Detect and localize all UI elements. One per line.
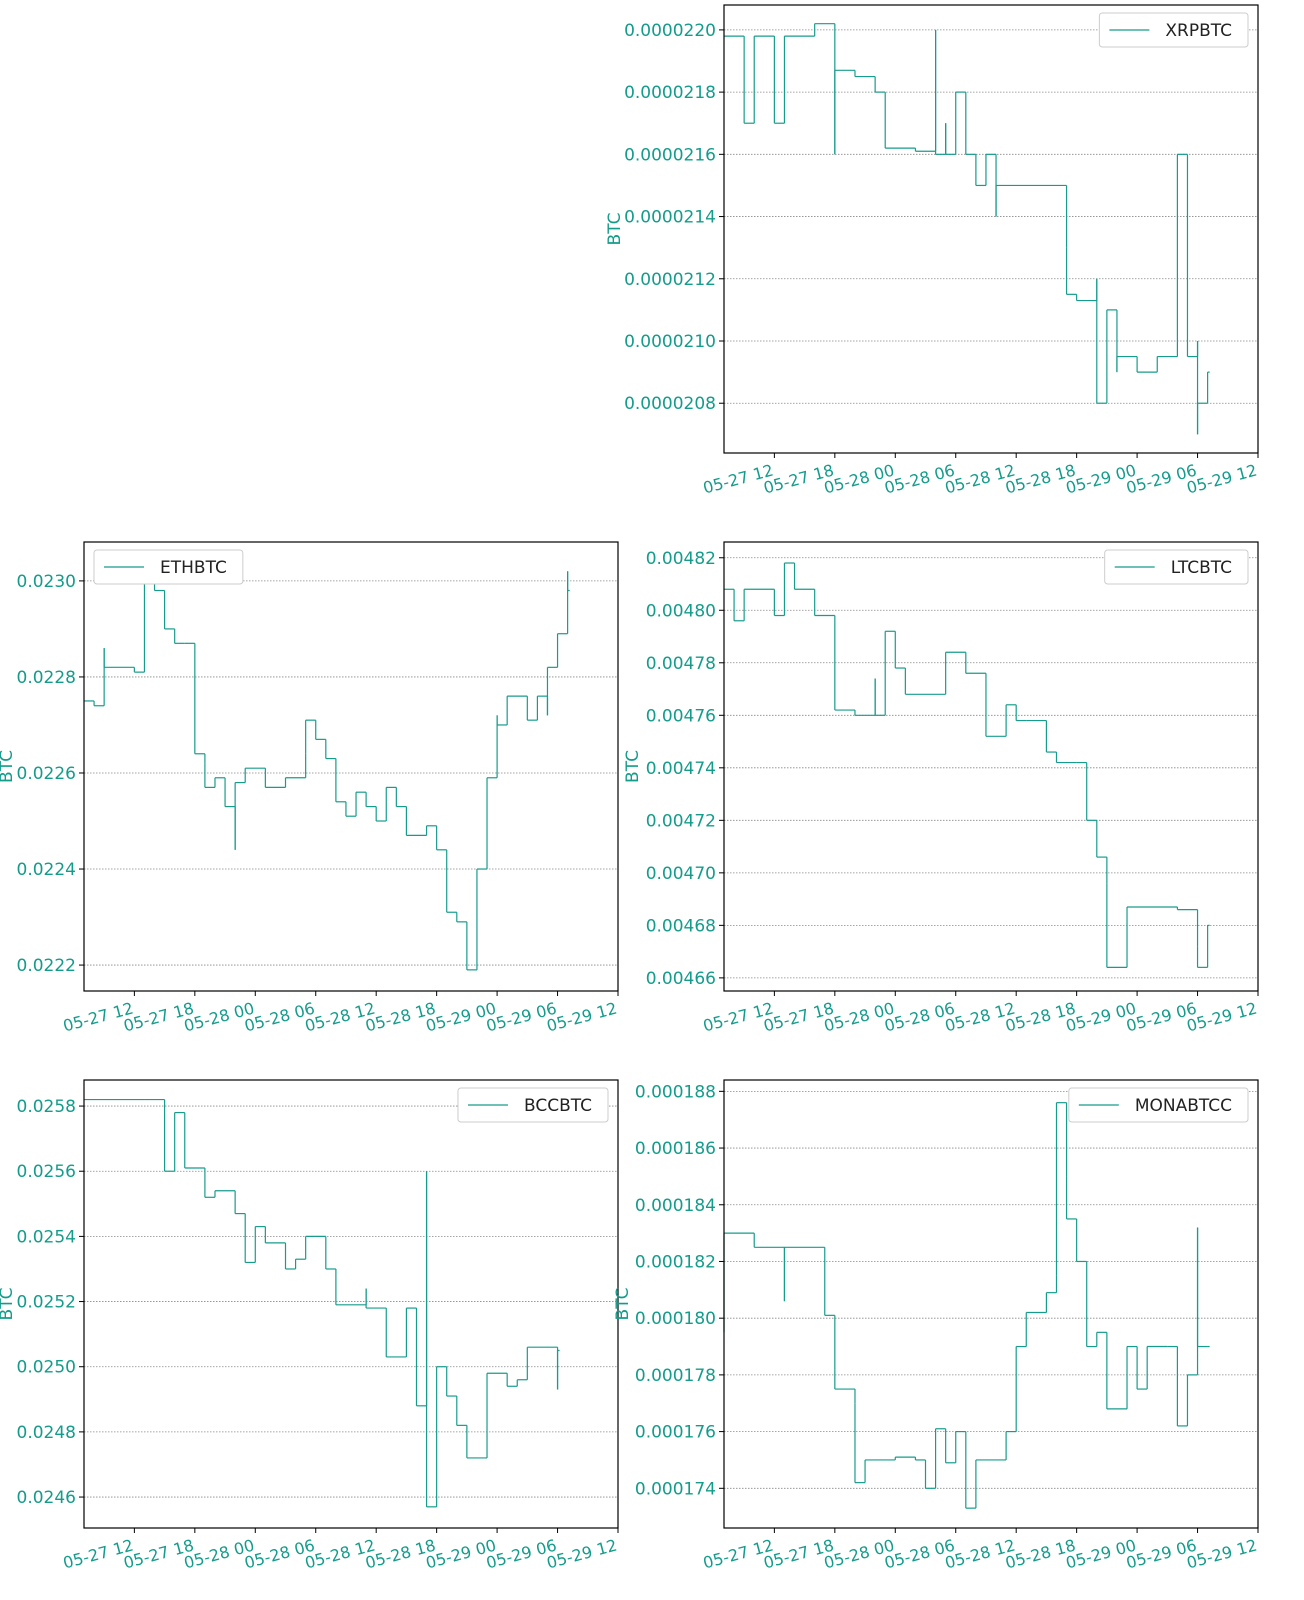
plot-area: 0.0246 0.0248 0.0250 0.0252 0.0254 0.0256 0.02…: [0, 1079, 619, 1573]
y-tick-label: 0.0230: [17, 572, 76, 592]
legend: XRPBTC: [1098, 12, 1249, 48]
y-tick-label: 0.0226: [17, 764, 76, 784]
y-axis-label: BTC: [0, 750, 17, 783]
legend-box: [1104, 549, 1249, 585]
legend-box: [457, 1087, 609, 1123]
y-tick-label: 0.0258: [17, 1097, 76, 1117]
y-tick-label: 0.0246: [17, 1488, 76, 1508]
plot-frame: [723, 541, 1259, 992]
y-tick-label: 0.00472: [646, 811, 716, 831]
legend-box: [1098, 12, 1249, 48]
y-tick-label: 0.000188: [635, 1082, 716, 1102]
x-tick-label: 05-29 12: [1185, 999, 1259, 1036]
y-tick-label: 0.00478: [646, 654, 716, 674]
y-axis-label: BTC: [605, 213, 625, 246]
x-tick-label: 05-29 12: [1185, 1536, 1259, 1573]
y-tick-label: 0.00470: [646, 864, 716, 884]
legend-box: [93, 549, 244, 585]
y-axis-label: BTC: [613, 1288, 633, 1321]
y-tick-label: 0.00474: [646, 759, 716, 779]
plot-area: 0.000174 0.000176 0.000178 0.000180 0.000182…: [613, 1079, 1259, 1573]
y-tick-label: 0.0224: [17, 860, 76, 880]
x-tick-label: 05-29 12: [545, 999, 619, 1036]
y-tick-label: 0.000174: [635, 1479, 716, 1499]
legend: ETHBTC: [93, 549, 244, 585]
legend-box: [1068, 1087, 1249, 1123]
y-tick-label: 0.0000220: [624, 21, 716, 41]
legend: MONABTCC: [1068, 1087, 1249, 1123]
y-tick-label: 0.0000212: [624, 270, 716, 290]
y-tick-label: 0.0000216: [624, 145, 716, 165]
legend-label: BCCBTC: [524, 1096, 592, 1116]
legend-label: ETHBTC: [160, 558, 227, 578]
legend-label: LTCBTC: [1171, 558, 1232, 578]
y-axis-label: BTC: [623, 750, 643, 783]
plot-frame: [723, 4, 1259, 454]
plot-frame: [83, 1079, 619, 1529]
legend-label: XRPBTC: [1165, 21, 1232, 41]
y-tick-label: 0.0000218: [624, 83, 716, 103]
legend: LTCBTC: [1104, 549, 1249, 585]
y-tick-label: 0.0250: [17, 1358, 76, 1378]
legend: BCCBTC: [457, 1087, 609, 1123]
y-tick-label: 0.0248: [17, 1423, 76, 1443]
plot-area: 0.0000208 0.0000210 0.0000212 0.0000214 0.00…: [605, 4, 1259, 498]
y-axis-label: BTC: [0, 1288, 17, 1321]
y-tick-label: 0.0228: [17, 668, 76, 688]
y-tick-label: 0.0000214: [624, 208, 716, 228]
y-tick-label: 0.0256: [17, 1162, 76, 1182]
y-tick-label: 0.000184: [635, 1196, 716, 1216]
y-tick-label: 0.000182: [635, 1252, 716, 1272]
y-tick-label: 0.000180: [635, 1309, 716, 1329]
y-tick-label: 0.000176: [635, 1423, 716, 1443]
y-tick-label: 0.00476: [646, 706, 716, 726]
y-tick-label: 0.0252: [17, 1293, 76, 1313]
y-tick-label: 0.0222: [17, 956, 76, 976]
x-tick-label: 05-29 12: [1185, 461, 1259, 498]
y-tick-label: 0.0254: [17, 1227, 76, 1247]
y-tick-label: 0.00480: [646, 601, 716, 621]
x-tick-label: 05-29 12: [545, 1536, 619, 1573]
y-tick-label: 0.00468: [646, 916, 716, 936]
legend-label: MONABTCC: [1135, 1096, 1232, 1116]
y-tick-label: 0.00466: [646, 969, 716, 989]
y-tick-label: 0.0000210: [624, 332, 716, 352]
y-tick-label: 0.00482: [646, 549, 716, 569]
y-tick-label: 0.000178: [635, 1366, 716, 1386]
y-tick-label: 0.0000208: [624, 394, 716, 414]
y-tick-label: 0.000186: [635, 1139, 716, 1159]
plot-frame: [83, 541, 619, 992]
plot-area: 0.00466 0.00468 0.00470 0.00472 0.00474 0.004…: [623, 541, 1259, 1036]
plot-frame: [723, 1079, 1259, 1529]
